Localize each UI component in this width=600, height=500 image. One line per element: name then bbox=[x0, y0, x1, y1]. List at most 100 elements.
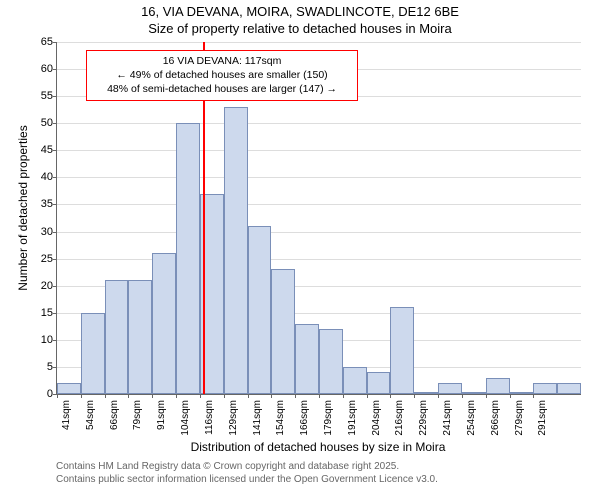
xtick-label: 291sqm bbox=[537, 400, 548, 436]
histogram-bar bbox=[486, 378, 510, 394]
ytick-mark bbox=[53, 286, 57, 287]
xtick-mark bbox=[462, 394, 463, 398]
xtick-mark bbox=[367, 394, 368, 398]
gridline bbox=[57, 150, 581, 151]
ytick-mark bbox=[53, 42, 57, 43]
xtick-mark bbox=[486, 394, 487, 398]
ytick-label: 25 bbox=[41, 253, 53, 265]
histogram-bar bbox=[462, 392, 486, 394]
histogram-bar bbox=[367, 372, 391, 394]
ytick-label: 60 bbox=[41, 63, 53, 75]
chart-title: 16, VIA DEVANA, MOIRA, SWADLINCOTE, DE12… bbox=[0, 4, 600, 38]
histogram-bar bbox=[128, 280, 152, 394]
xtick-mark bbox=[271, 394, 272, 398]
xtick-mark bbox=[200, 394, 201, 398]
xtick-label: 104sqm bbox=[180, 400, 191, 436]
xtick-mark bbox=[390, 394, 391, 398]
xtick-label: 179sqm bbox=[323, 400, 334, 436]
histogram-bar bbox=[176, 123, 200, 394]
ytick-label: 40 bbox=[41, 171, 53, 183]
xtick-mark bbox=[295, 394, 296, 398]
x-axis-label: Distribution of detached houses by size … bbox=[56, 440, 580, 454]
ytick-label: 55 bbox=[41, 90, 53, 102]
xtick-mark bbox=[248, 394, 249, 398]
ytick-label: 50 bbox=[41, 117, 53, 129]
histogram-bar bbox=[510, 392, 534, 394]
xtick-mark bbox=[343, 394, 344, 398]
ytick-mark bbox=[53, 204, 57, 205]
xtick-label: 154sqm bbox=[275, 400, 286, 436]
xtick-mark bbox=[319, 394, 320, 398]
histogram-bar bbox=[57, 383, 81, 394]
gridline bbox=[57, 259, 581, 260]
ytick-label: 15 bbox=[41, 307, 53, 319]
annotation-box: 16 VIA DEVANA: 117sqm← 49% of detached h… bbox=[86, 50, 358, 101]
xtick-label: 216sqm bbox=[394, 400, 405, 436]
title-line1: 16, VIA DEVANA, MOIRA, SWADLINCOTE, DE12… bbox=[0, 4, 600, 21]
xtick-label: 66sqm bbox=[109, 400, 120, 430]
xtick-mark bbox=[81, 394, 82, 398]
annotation-line: ← 49% of detached houses are smaller (15… bbox=[93, 68, 351, 82]
ytick-label: 35 bbox=[41, 198, 53, 210]
gridline bbox=[57, 232, 581, 233]
histogram-bar bbox=[343, 367, 367, 394]
title-line2: Size of property relative to detached ho… bbox=[0, 21, 600, 38]
ytick-mark bbox=[53, 313, 57, 314]
histogram-bar bbox=[390, 307, 414, 394]
xtick-label: 266sqm bbox=[490, 400, 501, 436]
histogram-bar bbox=[248, 226, 272, 394]
chart-container: 16, VIA DEVANA, MOIRA, SWADLINCOTE, DE12… bbox=[0, 0, 600, 500]
xtick-mark bbox=[414, 394, 415, 398]
xtick-label: 54sqm bbox=[85, 400, 96, 430]
gridline bbox=[57, 177, 581, 178]
ytick-mark bbox=[53, 367, 57, 368]
footer-attribution: Contains HM Land Registry data © Crown c… bbox=[56, 460, 438, 486]
xtick-label: 141sqm bbox=[252, 400, 263, 436]
footer-line2: Contains public sector information licen… bbox=[56, 473, 438, 486]
xtick-mark bbox=[128, 394, 129, 398]
histogram-bar bbox=[557, 383, 581, 394]
annotation-line: 48% of semi-detached houses are larger (… bbox=[93, 82, 351, 96]
xtick-label: 229sqm bbox=[418, 400, 429, 436]
ytick-mark bbox=[53, 69, 57, 70]
xtick-label: 41sqm bbox=[61, 400, 72, 430]
ytick-mark bbox=[53, 232, 57, 233]
xtick-label: 116sqm bbox=[204, 400, 215, 435]
histogram-bar bbox=[105, 280, 129, 394]
footer-line1: Contains HM Land Registry data © Crown c… bbox=[56, 460, 438, 473]
xtick-mark bbox=[533, 394, 534, 398]
gridline bbox=[57, 42, 581, 43]
xtick-mark bbox=[510, 394, 511, 398]
ytick-label: 45 bbox=[41, 144, 53, 156]
ytick-mark bbox=[53, 340, 57, 341]
xtick-label: 191sqm bbox=[347, 400, 358, 436]
histogram-bar bbox=[438, 383, 462, 394]
ytick-mark bbox=[53, 96, 57, 97]
histogram-bar bbox=[152, 253, 176, 394]
annotation-line: 16 VIA DEVANA: 117sqm bbox=[93, 54, 351, 68]
gridline bbox=[57, 123, 581, 124]
xtick-mark bbox=[105, 394, 106, 398]
xtick-mark bbox=[438, 394, 439, 398]
ytick-label: 65 bbox=[41, 36, 53, 48]
gridline bbox=[57, 204, 581, 205]
ytick-mark bbox=[53, 123, 57, 124]
ytick-mark bbox=[53, 150, 57, 151]
xtick-mark bbox=[152, 394, 153, 398]
xtick-label: 279sqm bbox=[514, 400, 525, 436]
xtick-label: 241sqm bbox=[442, 400, 453, 436]
ytick-label: 5 bbox=[47, 361, 53, 373]
xtick-label: 204sqm bbox=[371, 400, 382, 436]
ytick-label: 30 bbox=[41, 226, 53, 238]
plot-area: 0510152025303540455055606541sqm54sqm66sq… bbox=[56, 42, 581, 395]
histogram-bar bbox=[533, 383, 557, 394]
xtick-mark bbox=[176, 394, 177, 398]
histogram-bar bbox=[319, 329, 343, 394]
xtick-label: 166sqm bbox=[299, 400, 310, 436]
histogram-bar bbox=[295, 324, 319, 394]
y-axis-label: Number of detached properties bbox=[16, 108, 30, 308]
xtick-label: 254sqm bbox=[466, 400, 477, 436]
histogram-bar bbox=[271, 269, 295, 394]
histogram-bar bbox=[414, 392, 438, 394]
histogram-bar bbox=[224, 107, 248, 394]
